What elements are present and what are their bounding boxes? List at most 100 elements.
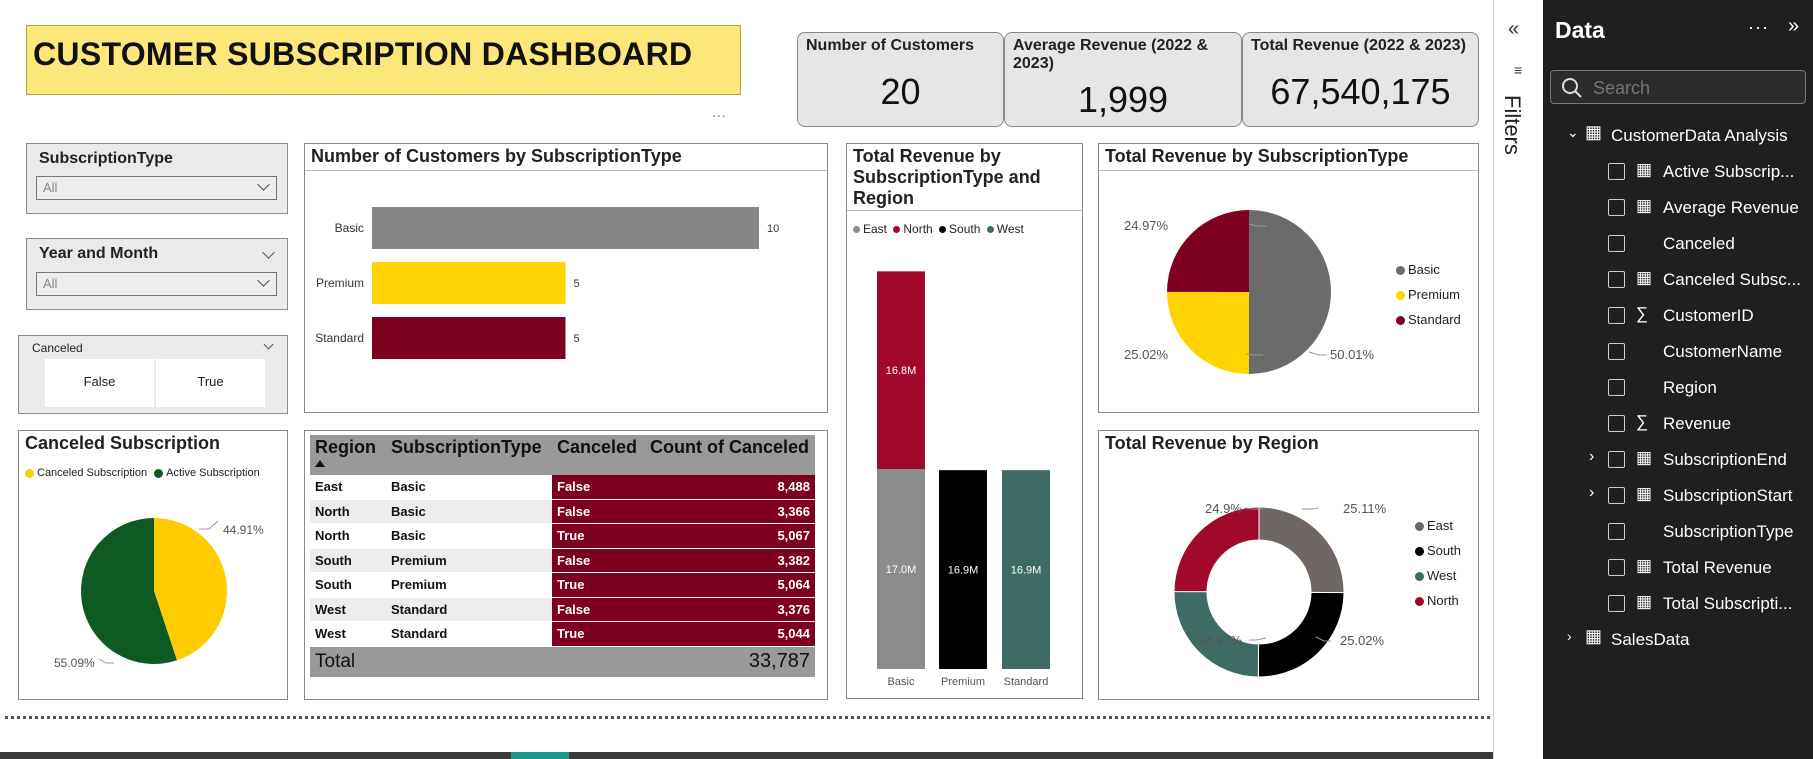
canceled-pie-chart: 44.91% 55.09% [54, 518, 264, 670]
chevron-down-icon[interactable] [262, 246, 275, 259]
field-checkbox[interactable] [1608, 451, 1625, 468]
filter-icon[interactable]: ≡ [1514, 62, 1523, 78]
slicer-label: Canceled [32, 341, 83, 355]
legend-item[interactable]: Basic [1396, 257, 1461, 282]
field-item[interactable]: Canceled [1543, 230, 1813, 260]
bar-standard[interactable] [372, 317, 566, 359]
canceled-subscription-card[interactable]: Canceled Subscription Canceled Subscript… [18, 430, 288, 700]
field-checkbox[interactable] [1608, 271, 1625, 288]
revenue-by-type-card[interactable]: Total Revenue by SubscriptionType 24.97%… [1098, 143, 1479, 413]
field-checkbox[interactable] [1608, 343, 1625, 360]
table-row[interactable]: West Standard True 5,044 [310, 621, 815, 647]
canceled-true-button[interactable]: True [156, 359, 265, 407]
table-node[interactable]: ⌄ ▦ CustomerData Analysis [1543, 122, 1813, 152]
field-checkbox[interactable] [1608, 523, 1625, 540]
pie-slice-basic[interactable] [1248, 210, 1332, 374]
pie-slice-canceled[interactable] [154, 518, 228, 661]
segment-basic-north[interactable] [877, 271, 925, 469]
field-item[interactable]: ∑ Revenue [1543, 410, 1813, 440]
table-row[interactable]: East Basic False 8,488 [310, 475, 815, 500]
collapse-pane-icon[interactable]: » [1788, 15, 1800, 37]
column-header-subscriptiontype[interactable]: SubscriptionType [386, 435, 552, 475]
chevron-right-icon[interactable]: › [1589, 448, 1595, 465]
more-options-icon[interactable]: ··· [1748, 17, 1769, 37]
field-checkbox[interactable] [1608, 595, 1625, 612]
field-checkbox[interactable] [1608, 415, 1625, 432]
cell-region: West [310, 621, 386, 647]
field-item[interactable]: CustomerName [1543, 338, 1813, 368]
customers-by-type-card[interactable]: Number of Customers by SubscriptionType … [304, 143, 828, 413]
canceled-false-button[interactable]: False [45, 359, 154, 407]
field-checkbox[interactable] [1608, 235, 1625, 252]
chevron-down-icon[interactable] [263, 339, 274, 350]
legend-item[interactable]: Premium [1396, 282, 1461, 307]
field-checkbox[interactable] [1608, 307, 1625, 324]
legend-label: West [1427, 568, 1457, 583]
legend-item[interactable]: North [1415, 588, 1461, 613]
field-item[interactable]: ▦ Active Subscrip... [1543, 158, 1813, 188]
table-icon: ▦ [1585, 122, 1603, 142]
field-item[interactable]: ▦ Total Subscripti... [1543, 590, 1813, 620]
field-checkbox[interactable] [1608, 487, 1625, 504]
revenue-type-region-card[interactable]: Total Revenue by SubscriptionType and Re… [846, 143, 1083, 699]
expand-filters-icon[interactable]: « [1508, 18, 1520, 40]
chevron-right-icon[interactable]: › [1589, 484, 1595, 501]
field-item[interactable]: ▦ Average Revenue [1543, 194, 1813, 224]
legend-item[interactable]: East [1415, 513, 1461, 538]
canceled-table-card[interactable]: Region SubscriptionType Canceled Count o… [304, 430, 828, 700]
segment-premium-south[interactable] [939, 470, 987, 669]
field-item[interactable]: ∑ CustomerID [1543, 302, 1813, 332]
bar-premium[interactable] [372, 262, 566, 304]
subscription-type-dropdown[interactable]: All [36, 176, 277, 200]
more-options-icon[interactable]: ... [712, 104, 727, 120]
title-divider [847, 210, 1082, 211]
field-item[interactable]: › ▦ SubscriptionEnd [1543, 446, 1813, 476]
field-item[interactable]: Region [1543, 374, 1813, 404]
field-item[interactable]: › ▦ SubscriptionStart [1543, 482, 1813, 512]
table-row[interactable]: West Standard False 3,376 [310, 597, 815, 622]
legend-item[interactable]: Standard [1396, 307, 1461, 332]
field-item[interactable]: SubscriptionType [1543, 518, 1813, 548]
field-item[interactable]: ▦ Canceled Subsc... [1543, 266, 1813, 296]
search-box[interactable] [1550, 70, 1806, 104]
donut-slice-south[interactable] [1257, 591, 1345, 678]
legend-dot [1415, 522, 1424, 532]
chevron-right-icon[interactable]: › [1567, 628, 1572, 644]
title-divider [305, 170, 827, 171]
segment-standard-west[interactable] [1002, 470, 1050, 669]
legend-item[interactable]: West [1415, 563, 1461, 588]
revenue-by-region-card[interactable]: Total Revenue by Region 24.9% 25.11% 24.… [1098, 430, 1479, 700]
year-month-dropdown[interactable]: All [36, 272, 277, 296]
kpi-number-of-customers[interactable]: Number of Customers 20 [797, 32, 1004, 127]
column-header-canceled[interactable]: Canceled [552, 435, 645, 475]
table-row[interactable]: North Basic True 5,067 [310, 523, 815, 549]
filters-label[interactable]: Filters [1500, 95, 1525, 155]
cell-canceled: True [552, 572, 645, 598]
column-header-count[interactable]: Count of Canceled [645, 435, 815, 475]
table-row[interactable]: North Basic False 3,366 [310, 499, 815, 524]
table-row[interactable]: South Premium True 5,064 [310, 572, 815, 598]
segment-basic-east[interactable] [877, 469, 925, 669]
field-item[interactable]: ▦ Total Revenue [1543, 554, 1813, 584]
column-header-region[interactable]: Region [310, 435, 386, 475]
field-checkbox[interactable] [1608, 199, 1625, 216]
status-strip [0, 752, 1543, 759]
kpi-total-revenue[interactable]: Total Revenue (2022 & 2023) 67,540,175 [1242, 32, 1479, 127]
donut-slice-north[interactable] [1173, 506, 1260, 593]
legend-dot [1396, 291, 1405, 301]
kpi-average-revenue[interactable]: Average Revenue (2022 & 2023) 1,999 [1004, 32, 1242, 127]
pie-slice-premium[interactable] [1167, 291, 1249, 374]
table-row[interactable]: South Premium False 3,382 [310, 548, 815, 573]
field-checkbox[interactable] [1608, 559, 1625, 576]
donut-slice-east[interactable] [1258, 506, 1345, 594]
field-checkbox[interactable] [1608, 163, 1625, 180]
pie-slice-active[interactable] [81, 518, 177, 664]
chevron-down-icon[interactable]: ⌄ [1567, 124, 1579, 140]
pie-slice-standard[interactable] [1167, 210, 1249, 292]
table-node[interactable]: › ▦ SalesData [1543, 626, 1813, 656]
bar-basic[interactable] [372, 207, 759, 249]
legend-item[interactable]: South [1415, 538, 1461, 563]
search-input[interactable] [1591, 76, 1795, 100]
field-checkbox[interactable] [1608, 379, 1625, 396]
pie-label: 50.01% [1330, 347, 1375, 362]
